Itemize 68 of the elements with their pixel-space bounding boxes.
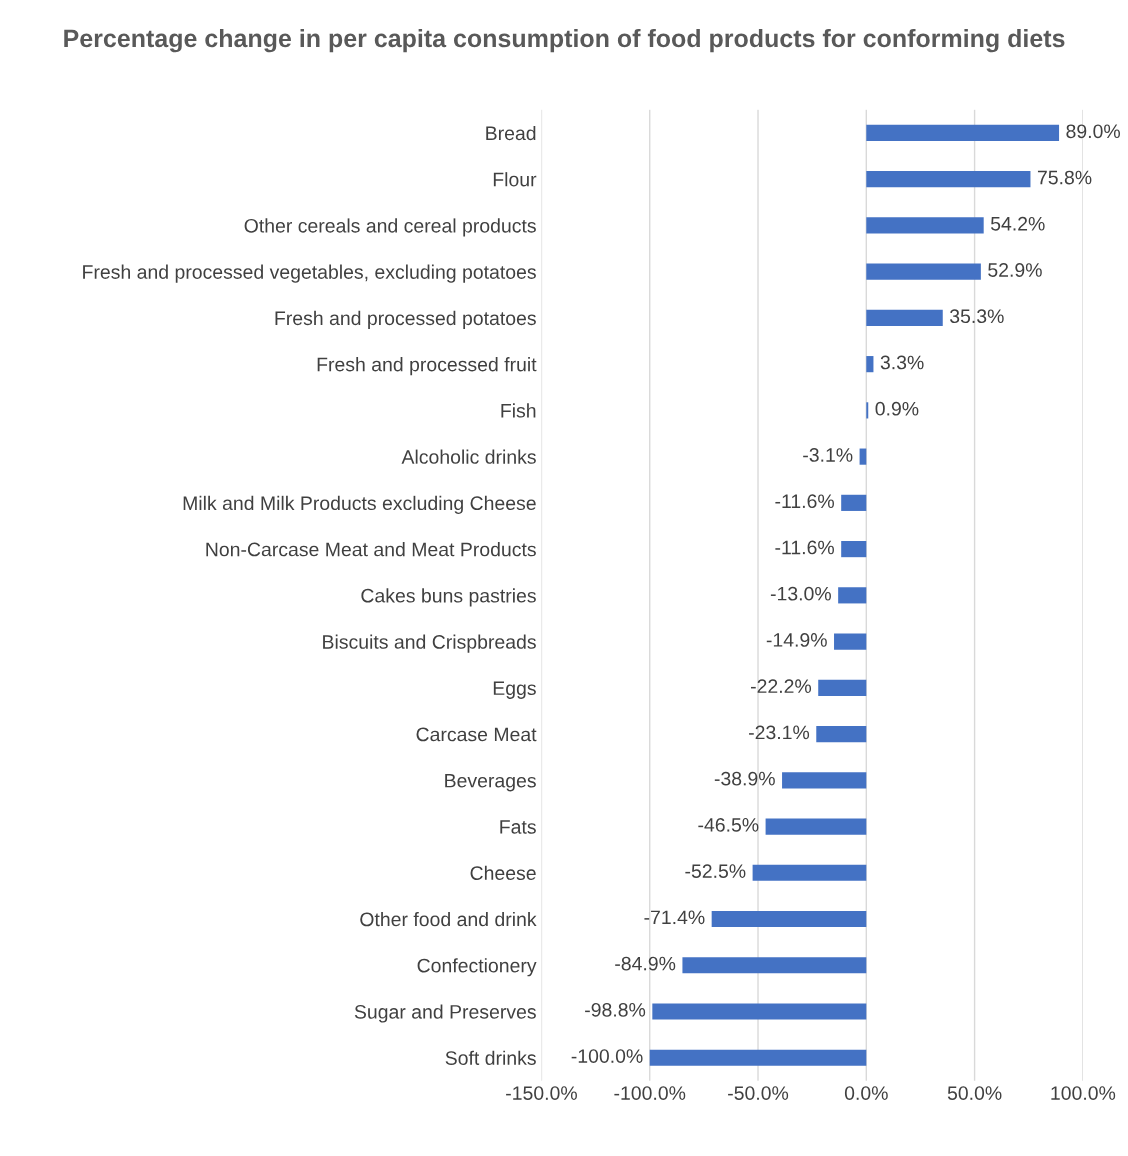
y-tick-label: Carcase Meat [416, 727, 537, 742]
data-label: -14.9% [766, 633, 827, 647]
bar [841, 494, 867, 511]
y-tick-label: Fresh and processed vegetables, excluding potatoes [83, 264, 536, 283]
y-tick-label: Fish [501, 403, 536, 418]
bar [752, 864, 867, 881]
y-tick-label: Soft drinks [445, 1050, 536, 1065]
y-tick-label: Eggs [493, 681, 536, 699]
data-label: 52.9% [988, 263, 1042, 277]
y-tick-label: Other food and drink [360, 911, 537, 927]
x-tick-label: 50.0% [947, 1086, 1002, 1100]
data-label: -23.1% [749, 725, 810, 740]
y-tick-label: Other cereals and cereal products [244, 218, 536, 237]
data-label: -3.1% [803, 448, 853, 462]
bar [834, 633, 867, 650]
data-label: -11.6% [775, 494, 834, 509]
chart-title: Percentage change in per capita consumption of food products for conforming diets [64, 28, 1065, 53]
data-label: 54.2% [990, 216, 1045, 231]
data-label: 89.0% [1066, 124, 1120, 139]
bar [866, 309, 943, 326]
bar [866, 124, 1060, 142]
y-tick-label: Milk and Milk Products excluding Cheese [183, 495, 536, 514]
data-label: -22.2% [750, 679, 812, 693]
bar [765, 818, 867, 835]
data-label: 3.3% [880, 355, 924, 370]
data-label: -71.4% [644, 910, 705, 925]
data-label: -11.6% [775, 540, 834, 555]
y-tick-label: Sugar and Preserves [354, 1004, 536, 1023]
data-label: -98.8% [585, 1002, 646, 1017]
data-label: -13.0% [770, 586, 831, 601]
x-tick-label: -100.0% [614, 1086, 686, 1100]
bar [782, 772, 867, 789]
bar [866, 171, 1031, 188]
bar [652, 1003, 867, 1020]
data-label: -52.5% [685, 864, 746, 878]
bar [866, 263, 981, 280]
x-tick-label: -150.0% [506, 1086, 577, 1100]
y-tick-label: Alcoholic drinks [401, 449, 536, 464]
y-tick-label: Biscuits and Crispbreads [323, 634, 536, 653]
y-tick-label: Cakes buns pastries [361, 588, 536, 607]
y-tick-label: Confectionery [417, 958, 537, 977]
y-tick-label: Non-Carcase Meat and Meat Products [206, 542, 536, 557]
bar [711, 910, 867, 928]
y-tick-label: Fresh and processed fruit [317, 357, 537, 376]
y-tick-label: Bread [486, 125, 536, 141]
bar [866, 356, 874, 373]
data-label: 0.9% [875, 401, 919, 416]
bar [649, 1049, 867, 1066]
y-tick-label: Flour [493, 172, 537, 187]
data-label: -84.9% [615, 956, 676, 971]
y-tick-label: Cheese [470, 865, 536, 881]
x-tick-label: -50.0% [728, 1086, 789, 1100]
y-tick-label: Fats [500, 820, 536, 834]
y-tick-label: Fresh and processed potatoes [275, 310, 536, 329]
bar [818, 679, 867, 696]
data-label: 75.8% [1037, 170, 1092, 185]
y-tick-label: Beverages [445, 773, 536, 792]
data-label: -38.9% [714, 771, 775, 786]
bar [682, 957, 867, 974]
bar [838, 587, 867, 604]
data-label: 35.3% [949, 309, 1004, 324]
bar [866, 217, 984, 234]
x-tick-label: 0.0% [844, 1086, 888, 1100]
bar [841, 541, 867, 558]
data-label: -100.0% [571, 1049, 643, 1063]
x-tick-label: 100.0% [1051, 1086, 1116, 1100]
data-label: -46.5% [698, 817, 759, 832]
bar [816, 725, 867, 743]
